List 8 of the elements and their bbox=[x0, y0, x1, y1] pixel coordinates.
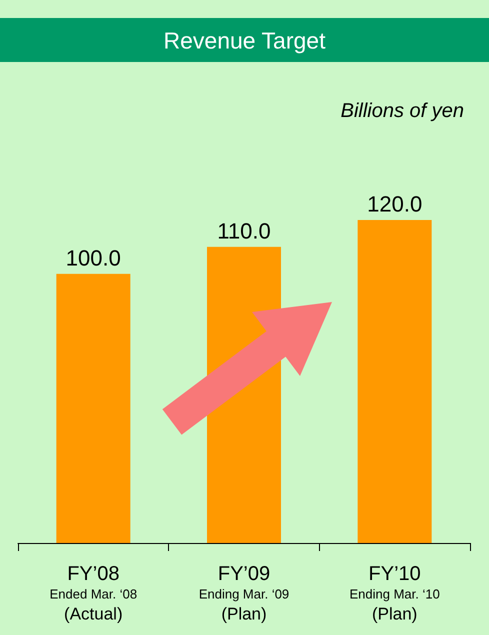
x-tick-label: FY’09 Ending Mar. ‘09 (Plan) bbox=[198, 563, 290, 624]
data-label: 100.0 bbox=[66, 245, 121, 270]
data-label: 120.0 bbox=[367, 192, 422, 216]
chart-title: Revenue Target bbox=[164, 28, 326, 54]
x-tick-label: FY’08 Ended Mar. ‘08 (Actual) bbox=[50, 563, 138, 624]
x-tick-label: FY’10 Ending Mar. ‘10 (Plan) bbox=[349, 563, 440, 624]
data-label: 110.0 bbox=[217, 218, 271, 244]
text: Billions of yen bbox=[340, 100, 464, 122]
